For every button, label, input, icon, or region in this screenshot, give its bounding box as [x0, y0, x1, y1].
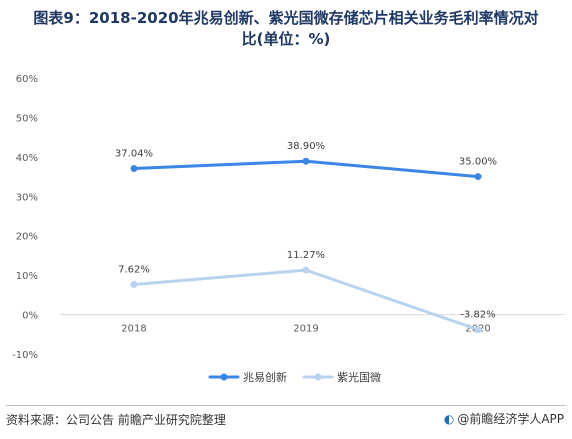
legend-label: 兆易创新: [243, 370, 287, 384]
footer-divider: [6, 405, 566, 406]
data-label: -3.82%: [460, 310, 495, 321]
legend-label: 紫光国微: [337, 370, 381, 384]
data-label: 7.62%: [118, 265, 150, 276]
data-point: [130, 165, 138, 173]
data-label: 37.04%: [115, 149, 153, 160]
y-tick-label: 0%: [22, 311, 38, 322]
chart-title-line1: 图表9：2018-2020年兆易创新、紫光国微存储芯片相关业务毛利率情况对: [33, 9, 539, 27]
y-tick-label: 20%: [16, 232, 38, 243]
brand-text: @前瞻经济学人APP: [457, 412, 564, 426]
source-note: 资料来源：公司公告 前瞻产业研究院整理: [6, 413, 226, 427]
data-point: [302, 266, 310, 274]
y-tick-label: 30%: [16, 192, 38, 203]
legend-marker: [220, 373, 228, 381]
y-tick-label: 10%: [16, 271, 38, 282]
data-point: [302, 157, 310, 165]
y-tick-label: 50%: [16, 113, 38, 124]
data-point: [130, 281, 138, 289]
legend-marker: [314, 373, 322, 381]
data-label: 35.00%: [459, 157, 497, 168]
y-tick-label: 40%: [16, 153, 38, 164]
brand-logo-icon: ◐: [443, 411, 455, 426]
data-point: [474, 326, 482, 334]
y-tick-label: 60%: [16, 74, 38, 85]
y-tick-label: -10%: [12, 350, 38, 361]
data-label: 38.90%: [287, 141, 325, 152]
chart-title-line2: 比(单位：%): [241, 30, 331, 48]
x-tick-label: 2019: [293, 324, 318, 335]
brand-credit: ◐ @前瞻经济学人APP: [444, 410, 564, 427]
x-tick-label: 2018: [121, 324, 146, 335]
chart-title: 图表9：2018-2020年兆易创新、紫光国微存储芯片相关业务毛利率情况对 比(…: [0, 8, 572, 50]
series-line: [132, 268, 480, 332]
data-point: [474, 173, 482, 181]
data-label: 11.27%: [287, 250, 325, 261]
